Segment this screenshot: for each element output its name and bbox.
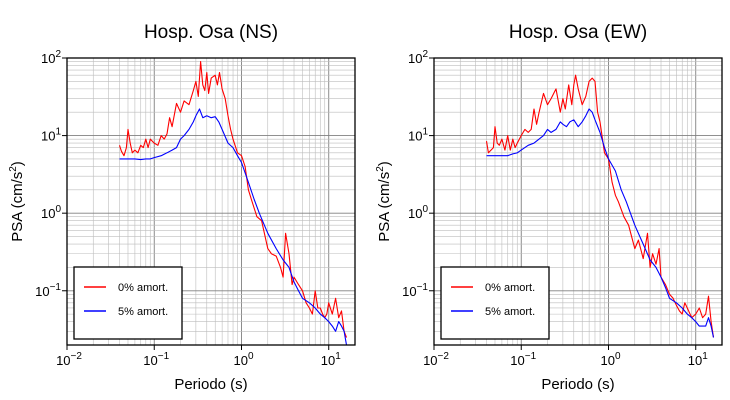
chart-title: Hosp. Osa (EW) [509, 22, 647, 43]
legend: 0% amort. 5% amort. [440, 266, 550, 340]
plot-frame [433, 57, 723, 346]
series-line-damped [119, 108, 348, 346]
legend-label: 5% amort. [118, 306, 168, 318]
x-tick-label: 101 [321, 351, 341, 368]
x-tick-label: 101 [688, 351, 708, 368]
y-tick-label: 102 [408, 49, 428, 66]
x-axis-label: Periodo (s) [174, 376, 247, 393]
series-line-undamped [485, 74, 715, 338]
legend-box [73, 266, 183, 340]
y-axis-label: PSA (cm/s2) [8, 161, 26, 242]
y-tick-label: 101 [408, 127, 428, 144]
chart-panel-ew: 10−2 10−1 100 101 10−1 100 101 102 Hosp. Osa (EW… [375, 22, 723, 393]
y-tick-label: 10−1 [402, 282, 428, 299]
legend: 0% amort. 5% amort. [73, 266, 183, 340]
grid [67, 58, 355, 345]
legend-label: 0% amort. [118, 282, 168, 294]
y-tick-label: 10−1 [35, 282, 61, 299]
plot-frame [66, 57, 356, 346]
x-tick-label: 10−1 [143, 351, 169, 368]
x-tick-label: 10−2 [423, 351, 449, 368]
series-line-undamped [118, 61, 348, 338]
chart-panel-ns: 10−2 10−1 100 101 10−1 100 101 102 Hosp. Osa (NS… [8, 22, 356, 393]
x-tick-label: 10−1 [510, 351, 536, 368]
legend-label: 0% amort. [485, 282, 535, 294]
x-tick-label: 10−2 [56, 351, 82, 368]
chart-title: Hosp. Osa (NS) [144, 22, 278, 43]
series-line-damped [486, 108, 715, 338]
x-tick-label: 100 [600, 351, 620, 368]
x-axis-label: Periodo (s) [541, 376, 614, 393]
y-tick-label: 102 [41, 49, 61, 66]
y-tick-label: 100 [408, 204, 428, 221]
legend-box [440, 266, 550, 340]
y-tick-label: 100 [41, 204, 61, 221]
legend-label: 5% amort. [485, 306, 535, 318]
y-tick-label: 101 [41, 127, 61, 144]
grid [434, 58, 722, 345]
y-axis-label: PSA (cm/s2) [375, 161, 393, 242]
x-tick-label: 100 [233, 351, 253, 368]
